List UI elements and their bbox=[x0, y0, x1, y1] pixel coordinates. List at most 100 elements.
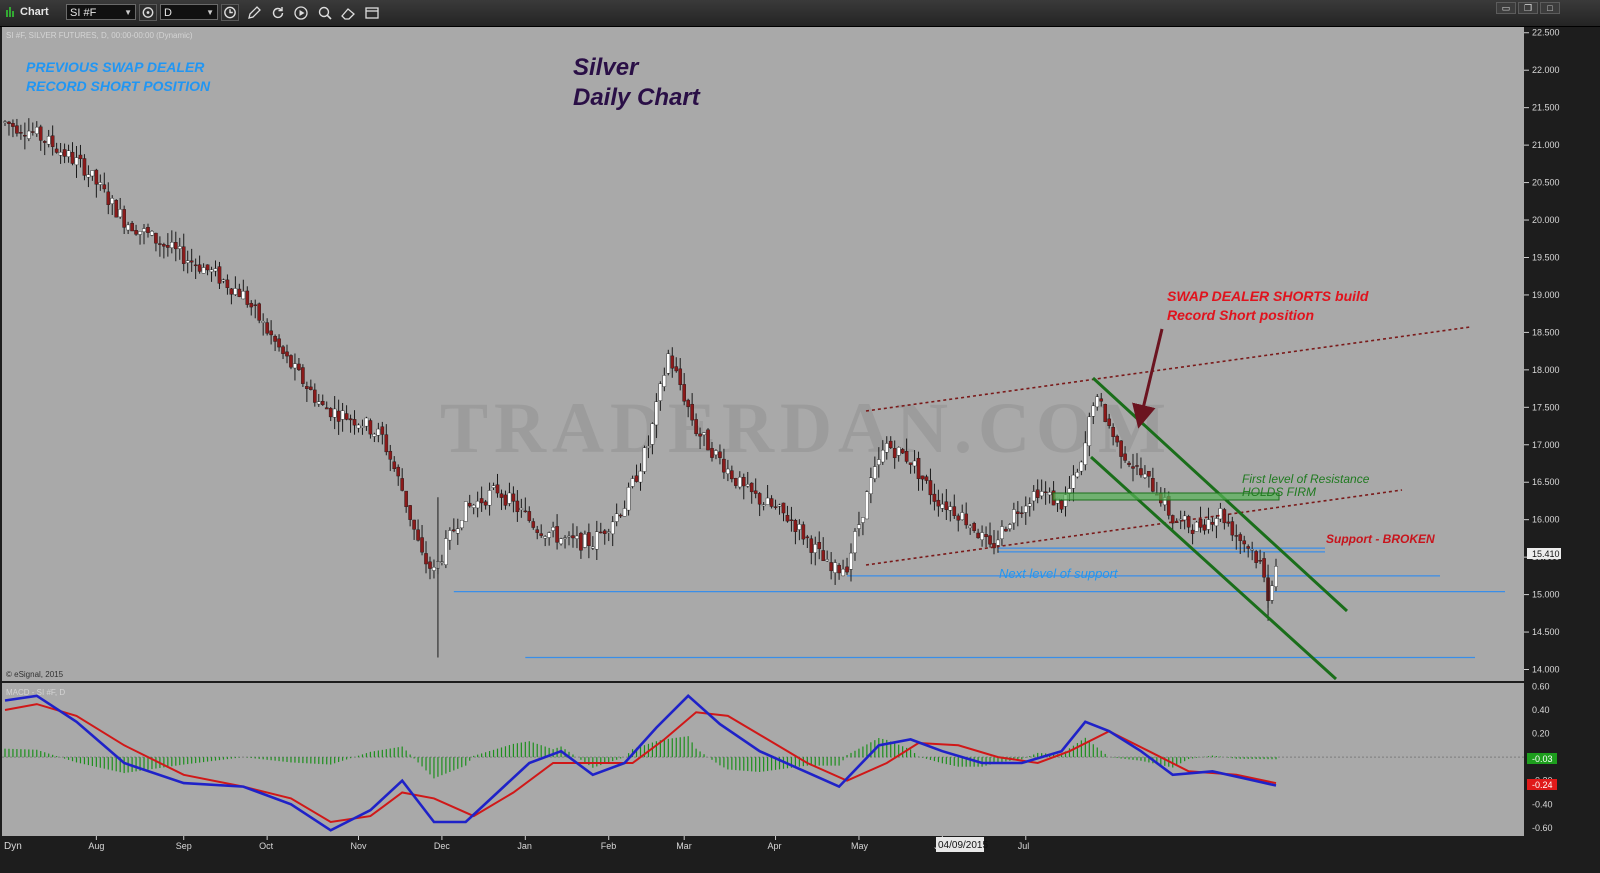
candle-body[interactable] bbox=[654, 401, 659, 426]
candle-body[interactable] bbox=[519, 507, 524, 511]
candle-body[interactable] bbox=[452, 529, 456, 532]
candle-body[interactable] bbox=[531, 521, 536, 528]
candle-body[interactable] bbox=[440, 561, 444, 563]
restore-button[interactable]: ❐ bbox=[1518, 2, 1538, 14]
candle-body[interactable] bbox=[142, 228, 146, 232]
candle-body[interactable] bbox=[197, 264, 202, 272]
candle-body[interactable] bbox=[1091, 405, 1096, 417]
candle-body[interactable] bbox=[114, 199, 119, 218]
candle-body[interactable] bbox=[158, 243, 162, 245]
candle-body[interactable] bbox=[289, 355, 293, 368]
candle-body[interactable] bbox=[670, 355, 675, 369]
candle-body[interactable] bbox=[1103, 404, 1108, 422]
candle-body[interactable] bbox=[54, 148, 59, 153]
candle-body[interactable] bbox=[650, 423, 655, 445]
candle-body[interactable] bbox=[273, 336, 277, 342]
candle-body[interactable] bbox=[996, 539, 1000, 546]
candle-body[interactable] bbox=[392, 461, 397, 470]
candle-body[interactable] bbox=[523, 510, 528, 513]
candle-body[interactable] bbox=[400, 478, 404, 491]
candle-body[interactable] bbox=[487, 490, 492, 506]
candle-body[interactable] bbox=[408, 505, 412, 520]
candle-body[interactable] bbox=[880, 449, 885, 463]
macd-signal-line[interactable] bbox=[4, 703, 1277, 824]
candle-body[interactable] bbox=[332, 408, 337, 418]
candle-body[interactable] bbox=[757, 493, 762, 505]
candle-body[interactable] bbox=[869, 477, 873, 494]
candle-body[interactable] bbox=[38, 126, 43, 141]
candle-body[interactable] bbox=[328, 408, 333, 418]
candle-body[interactable] bbox=[249, 302, 254, 308]
candle-body[interactable] bbox=[19, 132, 23, 134]
candle-body[interactable] bbox=[27, 130, 31, 139]
candle-body[interactable] bbox=[1131, 466, 1135, 469]
candle-body[interactable] bbox=[551, 526, 555, 531]
candle-body[interactable] bbox=[499, 493, 504, 498]
candle-body[interactable] bbox=[106, 191, 111, 205]
candle-body[interactable] bbox=[98, 182, 103, 185]
candle-body[interactable] bbox=[416, 529, 420, 541]
candle-body[interactable] bbox=[884, 443, 889, 453]
candle-body[interactable] bbox=[94, 169, 99, 185]
candle-body[interactable] bbox=[690, 403, 694, 421]
candle-body[interactable] bbox=[213, 268, 218, 272]
candle-body[interactable] bbox=[626, 487, 631, 511]
candle-body[interactable] bbox=[483, 501, 488, 506]
candle-body[interactable] bbox=[102, 184, 107, 190]
candle-body[interactable] bbox=[591, 546, 595, 549]
candle-body[interactable] bbox=[567, 535, 571, 538]
candle-body[interactable] bbox=[1238, 534, 1243, 541]
candle-body[interactable] bbox=[726, 468, 730, 474]
candle-body[interactable] bbox=[293, 363, 297, 369]
candle-body[interactable] bbox=[78, 154, 83, 160]
candle-body[interactable] bbox=[988, 535, 992, 545]
candle-body[interactable] bbox=[110, 198, 115, 204]
candle-body[interactable] bbox=[992, 543, 996, 549]
candle-body[interactable] bbox=[845, 566, 849, 573]
candle-body[interactable] bbox=[424, 553, 428, 565]
candle-body[interactable] bbox=[1218, 508, 1223, 520]
candle-body[interactable] bbox=[666, 353, 671, 374]
candle-body[interactable] bbox=[70, 151, 75, 164]
candle-body[interactable] bbox=[205, 264, 210, 271]
chevron-down-icon[interactable]: ▼ bbox=[206, 8, 214, 17]
zoom-icon[interactable] bbox=[317, 5, 333, 21]
candle-body[interactable] bbox=[384, 434, 389, 453]
candle-body[interactable] bbox=[535, 529, 540, 533]
candle-body[interactable] bbox=[1020, 512, 1024, 514]
candle-body[interactable] bbox=[1016, 511, 1020, 514]
lower-trendline[interactable] bbox=[865, 489, 1403, 566]
candle-body[interactable] bbox=[181, 246, 186, 264]
candle-body[interactable] bbox=[833, 562, 837, 573]
candle-body[interactable] bbox=[412, 519, 416, 530]
candle-body[interactable] bbox=[11, 123, 15, 127]
interval-input[interactable]: D ▼ bbox=[160, 4, 218, 20]
candle-body[interactable] bbox=[888, 440, 893, 449]
candle-body[interactable] bbox=[1115, 435, 1119, 443]
candle-body[interactable] bbox=[491, 485, 496, 488]
candle-body[interactable] bbox=[630, 478, 635, 487]
candle-body[interactable] bbox=[1214, 518, 1219, 527]
candle-body[interactable] bbox=[376, 428, 381, 436]
window-icon[interactable] bbox=[364, 5, 380, 21]
candle-body[interactable] bbox=[1047, 492, 1052, 496]
dyn-button[interactable] bbox=[0, 838, 40, 853]
candle-body[interactable] bbox=[309, 386, 313, 390]
candle-body[interactable] bbox=[646, 445, 651, 448]
candle-body[interactable] bbox=[1119, 440, 1123, 457]
candle-body[interactable] bbox=[984, 534, 988, 538]
candle-body[interactable] bbox=[1023, 505, 1028, 513]
candle-body[interactable] bbox=[23, 135, 27, 137]
candle-body[interactable] bbox=[718, 451, 722, 458]
candle-body[interactable] bbox=[50, 135, 55, 147]
candle-body[interactable] bbox=[209, 269, 214, 273]
candle-body[interactable] bbox=[682, 384, 686, 402]
candle-body[interactable] bbox=[432, 567, 436, 571]
candle-body[interactable] bbox=[614, 513, 619, 522]
candle-body[interactable] bbox=[1222, 509, 1227, 524]
candle-body[interactable] bbox=[305, 386, 309, 389]
candle-body[interactable] bbox=[618, 514, 623, 517]
candle-body[interactable] bbox=[237, 288, 242, 297]
candle-body[interactable] bbox=[467, 502, 472, 507]
candle-body[interactable] bbox=[261, 321, 265, 323]
